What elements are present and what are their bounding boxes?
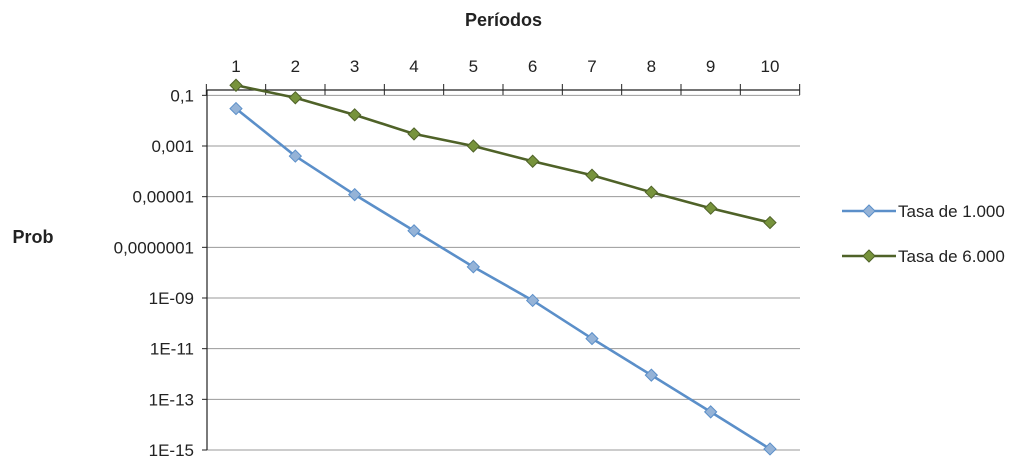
series-1-line [235,107,771,451]
series-2-point-5 [466,139,481,153]
x-tick-label-6: 6 [528,57,537,76]
series-2-line [235,83,771,224]
legend-marker-1 [862,204,876,218]
x-tick-label-5: 5 [469,57,478,76]
y-tick-label-2: 0,00001 [133,188,194,207]
series-2-point-4 [407,127,421,141]
series-2-point-3 [347,108,362,122]
legend-label-1: Tasa de 1.000 [898,202,1005,221]
x-tick-label-3: 3 [350,57,359,76]
y-tick-label-6: 1E-13 [149,390,194,409]
x-tick-label-10: 10 [761,57,780,76]
series-2-point-8 [644,185,659,199]
series-2-point-6 [525,154,540,168]
series-2-point-10 [763,215,777,230]
y-tick-label-3: 0,0000001 [114,238,194,257]
legend-label-2: Tasa de 6.000 [898,247,1005,266]
legend: Tasa de 1.000 Tasa de 6.000 [842,202,1005,266]
legend-marker-2 [862,249,876,263]
y-tick-label-7: 1E-15 [149,441,194,459]
y-tick-label-4: 1E-09 [149,289,194,308]
series-1-point-9 [703,405,718,419]
series-1-point-4 [407,224,421,238]
series-2-point-9 [703,201,718,215]
series-1-point-7 [585,331,599,346]
series-2-point-1 [229,78,243,92]
series-1-point-5 [466,260,481,274]
series-1-point-8 [644,368,659,382]
x-tick-label-8: 8 [647,57,656,76]
series-1-point-10 [763,442,777,456]
series-layer [229,78,777,456]
x-tick-label-1: 1 [231,57,240,76]
series-2-point-2 [288,91,303,105]
x-tick-label-7: 7 [587,57,596,76]
y-tick-label-0: 0,1 [170,86,194,105]
series-1-point-3 [347,187,362,202]
series-1-point-6 [525,293,540,308]
y-tick-label-1: 0,001 [151,137,194,156]
y-tick-label-5: 1E-11 [150,340,194,359]
x-tick-label-2: 2 [291,57,300,76]
gridlines [207,94,800,451]
y-axis-title: Prob [12,227,53,247]
series-1-point-1 [229,101,243,116]
x-axis-title: Períodos [465,10,542,30]
axes: 0,1 0,001 0,00001 0,0000001 1E-09 1E-11 1E-13 1… [114,57,801,459]
x-tick-label-4: 4 [409,57,418,76]
x-tick-label-9: 9 [706,57,715,76]
series-2-point-7 [585,168,599,182]
series-1-point-2 [288,149,303,163]
